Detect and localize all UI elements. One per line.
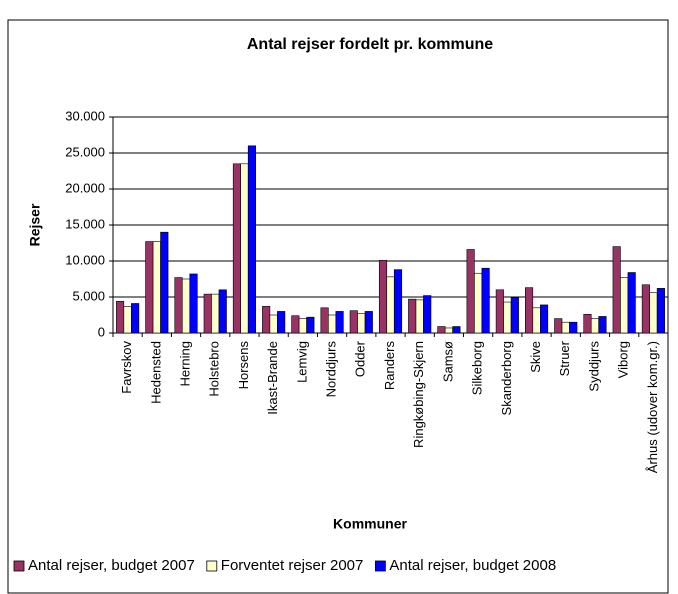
- x-tick-label: Randers: [382, 341, 397, 391]
- bar: [277, 311, 286, 334]
- y-tick-label: 25.000: [65, 144, 105, 159]
- bar: [116, 301, 125, 334]
- bar: [160, 231, 169, 334]
- bar: [298, 318, 307, 334]
- bar: [525, 287, 534, 334]
- bar: [554, 318, 563, 334]
- bar: [174, 277, 183, 334]
- legend-marker: [374, 560, 386, 572]
- bar: [123, 306, 132, 334]
- bar: [378, 259, 388, 334]
- x-axis-title: Kommuner: [333, 516, 407, 532]
- chart-title: Antal rejser fordelt pr. kommune: [247, 36, 493, 53]
- x-tick-label: Skive: [528, 341, 543, 373]
- y-tick-label: 20.000: [65, 180, 105, 195]
- y-axis-title: Rejser: [27, 203, 43, 246]
- bar: [641, 284, 650, 334]
- y-tick-label: 15.000: [65, 216, 105, 231]
- bar: [181, 278, 191, 334]
- bar: [262, 306, 271, 334]
- x-tick-label: Samsø: [440, 341, 455, 382]
- y-tick-label: 10.000: [65, 252, 105, 267]
- y-tick-label: 5.000: [72, 288, 105, 303]
- x-tick-label: Herning: [177, 341, 192, 387]
- legend-marker: [206, 560, 218, 572]
- bar: [357, 313, 366, 334]
- bar: [656, 288, 665, 334]
- x-tick-label: Favrskov: [119, 341, 134, 394]
- y-tick-label: 30.000: [65, 108, 105, 123]
- bar: [481, 267, 490, 334]
- bar: [495, 289, 504, 334]
- bar: [211, 293, 220, 334]
- bar: [612, 246, 621, 334]
- legend-label: Antal rejser, budget 2007: [28, 557, 195, 574]
- bar: [627, 272, 636, 334]
- bar: [415, 299, 424, 334]
- bar: [247, 145, 256, 334]
- bar: [532, 307, 541, 334]
- bar: [145, 241, 154, 334]
- bar: [649, 292, 658, 334]
- x-tick-label: Odder: [353, 340, 368, 377]
- bar: [232, 163, 241, 334]
- x-tick-label: Silkeborg: [470, 341, 485, 395]
- bar: [444, 327, 453, 334]
- bar: [203, 293, 212, 334]
- bar: [598, 316, 607, 334]
- x-tick-label: Holstebro: [207, 341, 222, 397]
- legend-label: Forventet rejser 2007: [221, 557, 364, 574]
- x-tick-label: Lemvig: [294, 341, 309, 383]
- bar: [291, 315, 300, 334]
- bar: [320, 307, 329, 334]
- bar: [540, 304, 549, 334]
- x-tick-label: Syddjurs: [586, 341, 601, 392]
- x-tick-label: Hedensted: [148, 341, 163, 404]
- bar: [349, 310, 358, 334]
- bar: [503, 301, 512, 334]
- bar: [269, 314, 278, 334]
- bar: [437, 326, 446, 334]
- x-tick-label: Skanderborg: [499, 341, 514, 415]
- bar: [408, 298, 417, 334]
- bar: [474, 272, 483, 334]
- x-tick-label: Horsens: [236, 341, 251, 390]
- bar: [561, 321, 570, 334]
- x-tick-label: Struer: [557, 340, 572, 376]
- bar: [218, 289, 227, 334]
- bar: [240, 163, 249, 334]
- bar: [328, 314, 337, 334]
- bar: [452, 326, 461, 334]
- bar: [590, 318, 600, 334]
- bar: [466, 249, 475, 334]
- x-tick-label: Ikast-Brande: [265, 341, 280, 415]
- x-tick-label: Århus (udover kom.gr.): [645, 341, 660, 473]
- bar: [510, 297, 519, 334]
- legend-marker: [13, 560, 25, 572]
- bar: [189, 273, 198, 334]
- bar: [364, 311, 373, 334]
- bar: [386, 276, 395, 334]
- x-tick-label: Norddjurs: [324, 341, 339, 398]
- bar: [152, 241, 161, 334]
- bar: [131, 303, 140, 334]
- y-tick-label: 0: [98, 324, 105, 339]
- bar: [335, 311, 344, 334]
- bar: [583, 313, 592, 334]
- bar: [306, 316, 315, 334]
- x-tick-label: Ringkøbing-Skjern: [411, 341, 426, 448]
- bar: [393, 269, 403, 334]
- bar: [423, 295, 432, 334]
- x-tick-label: Viborg: [616, 341, 631, 378]
- bar: [569, 321, 578, 334]
- chart-frame: [7, 19, 669, 594]
- bar: [620, 277, 629, 334]
- legend-label: Antal rejser, budget 2008: [389, 557, 556, 574]
